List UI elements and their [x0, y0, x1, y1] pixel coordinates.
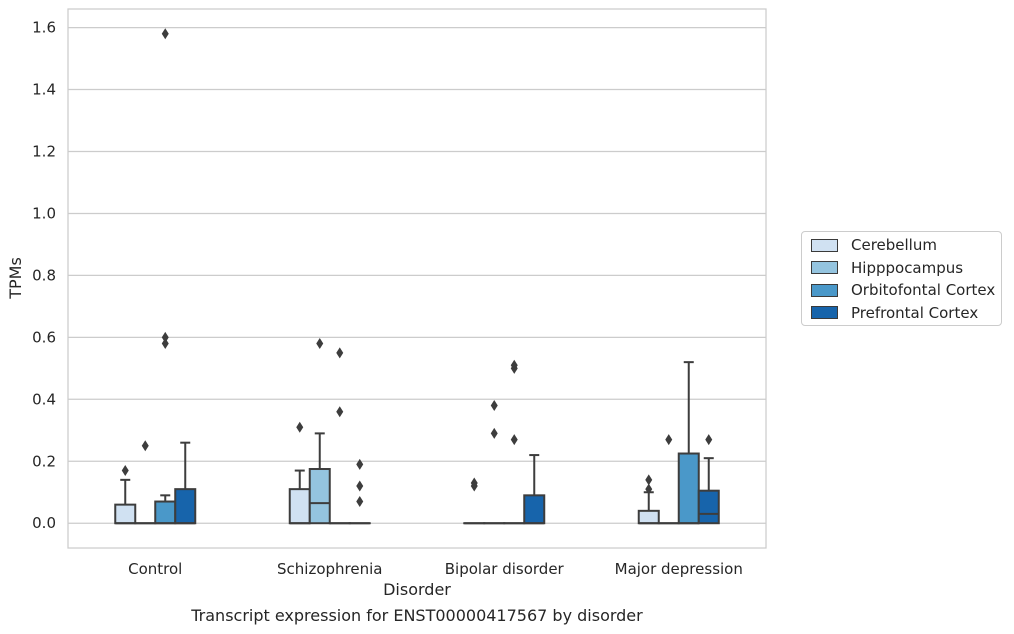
box-orbitofontal-cortex [677, 361, 700, 525]
box-cerebellum [288, 421, 311, 525]
box-hipppocampus [483, 400, 506, 525]
box-prefrontal-cortex [174, 441, 197, 525]
x-axis-label: Disorder [383, 580, 451, 599]
legend-item: Cerebellum [811, 235, 937, 255]
outlier-point [356, 496, 364, 508]
outlier-point [336, 406, 344, 418]
legend-label: Prefrontal Cortex [851, 303, 979, 322]
box-prefrontal-cortex [348, 458, 371, 525]
box-series [114, 28, 720, 525]
outlier-point [161, 28, 169, 40]
box-body [114, 503, 137, 525]
outlier-point [121, 465, 129, 477]
legend-item: Hipppocampus [811, 258, 963, 278]
outlier-point [161, 331, 169, 343]
box-body [308, 468, 331, 525]
y-tick-label: 0.0 [32, 514, 56, 532]
box-orbitofontal-cortex [154, 28, 177, 525]
box-body [677, 452, 700, 525]
outlier-point [336, 347, 344, 359]
outlier-point [470, 477, 478, 489]
plot-area-frame [67, 8, 767, 549]
box-cerebellum [114, 465, 137, 525]
legend: Cerebellum Hipppocampus Orbitofontal Corte… [801, 231, 1002, 326]
box-cerebellum [463, 477, 486, 525]
outlier-point [490, 427, 498, 439]
box-hipppocampus [134, 440, 157, 525]
y-tick-label: 0.2 [32, 452, 56, 470]
y-tick-label: 1.2 [32, 142, 56, 160]
box-prefrontal-cortex [523, 454, 546, 525]
legend-swatch [811, 306, 838, 319]
y-axis-label: TPMs [6, 257, 25, 300]
box-body [174, 488, 197, 525]
outlier-point [161, 338, 169, 350]
outlier-point [665, 434, 673, 446]
box-hipppocampus [657, 434, 680, 525]
outlier-point [645, 483, 653, 495]
y-tick-label: 0.6 [32, 328, 56, 346]
y-tick-label: 0.4 [32, 390, 56, 408]
outlier-point [356, 458, 364, 470]
box-prefrontal-cortex [697, 434, 720, 525]
outlier-point [490, 400, 498, 412]
outlier-point [510, 434, 518, 446]
outlier-point [141, 440, 149, 452]
legend-swatch [811, 238, 838, 252]
outlier-point [705, 434, 713, 446]
legend-item: Prefrontal Cortex [811, 303, 978, 323]
x-tick-label: Schizophrenia [277, 560, 382, 578]
legend-label: Orbitofontal Cortex [851, 281, 996, 299]
box-orbitofontal-cortex [328, 347, 351, 525]
y-tick-label: 1.6 [32, 19, 56, 37]
box-cerebellum [637, 474, 660, 525]
x-tick-label: Bipolar disorder [445, 560, 565, 578]
outlier-point [510, 359, 518, 371]
legend-label: Hipppocampus [851, 258, 964, 277]
y-tick-label: 1.4 [32, 81, 56, 99]
x-axis-ticks: Control Schizophrenia Bipolar disorder Majo… [128, 560, 743, 578]
legend-item: Orbitofontal Cortex [811, 280, 995, 300]
x-tick-label: Major depression [615, 560, 743, 578]
box-body [288, 488, 311, 525]
legend-swatch [811, 283, 838, 297]
legend-label: Cerebellum [851, 236, 937, 254]
y-axis-ticks: 0.0 0.2 0.4 0.6 0.8 1.0 1.2 1.4 1.6 [32, 19, 56, 533]
legend-swatch [811, 261, 838, 274]
outlier-point [356, 480, 364, 492]
chart-caption: Transcript expression for ENST0000041756… [191, 606, 643, 625]
box-body [523, 494, 546, 525]
box-orbitofontal-cortex [503, 359, 526, 525]
box-body [154, 500, 177, 525]
outlier-point [645, 474, 653, 486]
x-tick-label: Control [128, 560, 182, 578]
outlier-point [316, 338, 324, 350]
grid-lines [68, 26, 766, 524]
y-tick-label: 1.0 [32, 204, 56, 222]
box-body [697, 489, 720, 525]
box-body [637, 509, 660, 525]
box-hipppocampus [308, 338, 331, 525]
y-tick-label: 0.8 [32, 266, 56, 284]
outlier-point [296, 421, 304, 433]
